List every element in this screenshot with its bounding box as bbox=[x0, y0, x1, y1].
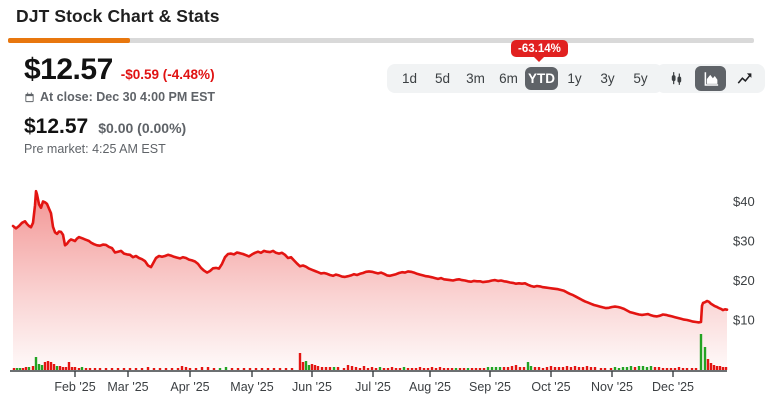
range-ytd-button[interactable]: YTD bbox=[525, 67, 558, 90]
scroll-progress-track bbox=[8, 38, 754, 43]
area-chart-icon bbox=[702, 70, 720, 88]
range-6m-button[interactable]: 6m bbox=[492, 67, 525, 90]
svg-text:Apr '25: Apr '25 bbox=[170, 380, 209, 394]
range-5d-button[interactable]: 5d bbox=[426, 67, 459, 90]
svg-text:$30: $30 bbox=[733, 234, 755, 249]
line-chart-button[interactable] bbox=[729, 66, 760, 91]
range-3m-button[interactable]: 3m bbox=[459, 67, 492, 90]
trend-line-icon bbox=[736, 70, 754, 88]
price-line bbox=[11, 189, 729, 324]
range-1y-button[interactable]: 1y bbox=[558, 67, 591, 90]
svg-text:Mar '25: Mar '25 bbox=[107, 380, 148, 394]
svg-text:Sep '25: Sep '25 bbox=[469, 380, 511, 394]
price-change: -$0.59 (-4.48%) bbox=[120, 67, 215, 82]
ytd-change-badge: -63.14% bbox=[511, 40, 568, 57]
svg-text:$10: $10 bbox=[733, 313, 755, 328]
svg-text:$40: $40 bbox=[733, 194, 755, 209]
at-close-label: At close: Dec 30 4:00 PM EST bbox=[40, 90, 216, 104]
svg-text:Aug '25: Aug '25 bbox=[409, 380, 451, 394]
svg-text:Feb '25: Feb '25 bbox=[54, 380, 95, 394]
chart-type-group bbox=[656, 64, 765, 93]
y-axis-labels: $10 $20 $30 $40 bbox=[733, 194, 755, 328]
area-chart-button[interactable] bbox=[695, 66, 726, 91]
volume-bars bbox=[12, 334, 728, 370]
scroll-progress-fill bbox=[8, 38, 131, 43]
calendar-icon bbox=[24, 91, 35, 103]
svg-text:$20: $20 bbox=[733, 273, 755, 288]
range-5y-button[interactable]: 5y bbox=[624, 67, 657, 90]
x-axis-ticks bbox=[74, 371, 674, 377]
premarket-price: $12.57 bbox=[24, 115, 89, 138]
time-range-group: 1d 5d 3m 6m YTD 1y 3y 5y bbox=[387, 64, 663, 93]
svg-text:Jul '25: Jul '25 bbox=[355, 380, 391, 394]
premarket-change: $0.00 (0.00%) bbox=[98, 120, 187, 136]
price-area-fill bbox=[13, 191, 727, 370]
svg-text:May '25: May '25 bbox=[230, 380, 273, 394]
candlestick-icon bbox=[668, 70, 685, 87]
premarket-label: Pre market: 4:25 AM EST bbox=[24, 142, 166, 156]
current-price: $12.57 bbox=[24, 53, 113, 86]
candlestick-chart-button[interactable] bbox=[661, 66, 692, 91]
svg-text:Oct '25: Oct '25 bbox=[531, 380, 570, 394]
svg-text:Nov '25: Nov '25 bbox=[591, 380, 633, 394]
x-axis-labels: Feb '25 Mar '25 Apr '25 May '25 Jun '25 Jul '… bbox=[54, 380, 694, 394]
page-title: DJT Stock Chart & Stats bbox=[16, 6, 220, 26]
svg-text:Jun '25: Jun '25 bbox=[292, 380, 332, 394]
range-3y-button[interactable]: 3y bbox=[591, 67, 624, 90]
quote-section: $12.57 -$0.59 (-4.48%) At close: Dec 30 … bbox=[24, 53, 215, 156]
range-1d-button[interactable]: 1d bbox=[393, 67, 426, 90]
svg-text:Dec '25: Dec '25 bbox=[652, 380, 694, 394]
